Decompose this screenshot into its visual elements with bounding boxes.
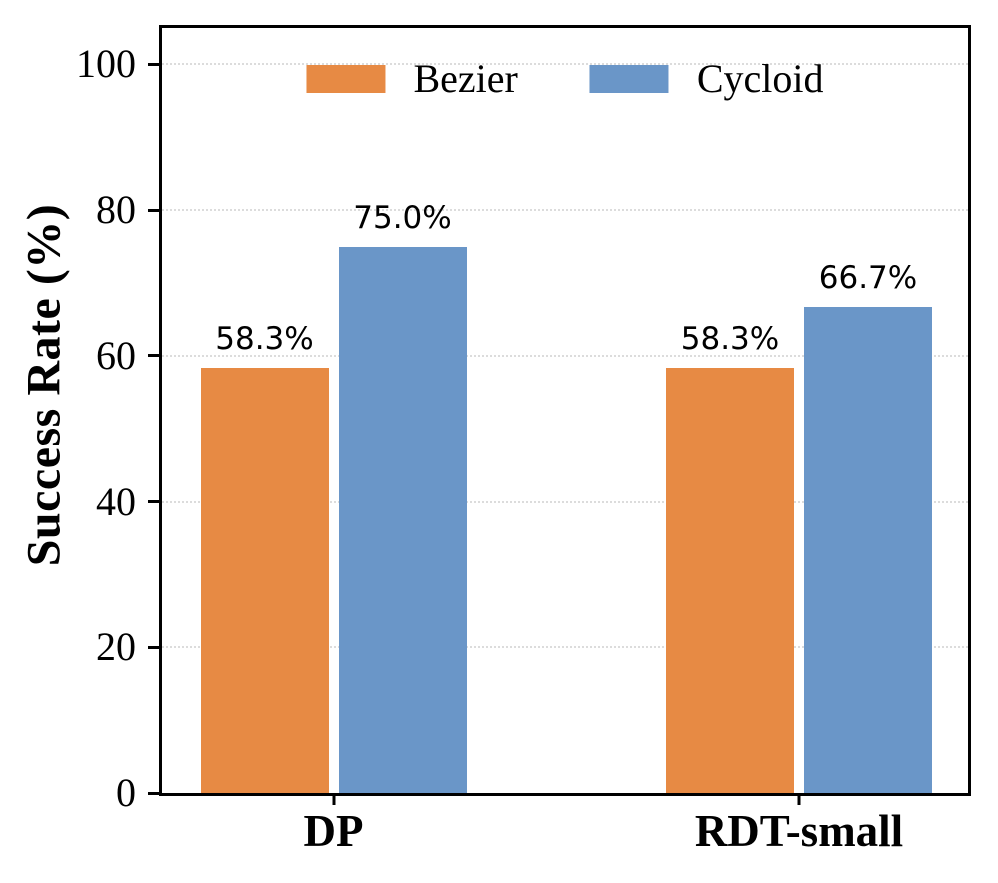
y-axis-title: Success Rate (%) bbox=[17, 203, 71, 567]
legend-swatch-cycloid bbox=[589, 65, 669, 93]
y-tick-label-60: 60 bbox=[96, 332, 136, 378]
y-tick-mark-0 bbox=[148, 791, 162, 795]
legend: Bezier Cycloid bbox=[306, 56, 824, 101]
y-tick-label-40: 40 bbox=[96, 478, 136, 524]
y-tick-mark-40 bbox=[148, 500, 162, 504]
x-tick-mark-1 bbox=[797, 793, 801, 805]
plot-area: 58.3% 58.3% 75.0% 66.7% 0 20 40 60 80 100 DP RDT-… bbox=[76, 25, 971, 856]
gridline-40 bbox=[162, 500, 968, 503]
x-tick-label-0: DP bbox=[303, 806, 364, 856]
legend-item-cycloid: Cycloid bbox=[589, 56, 824, 101]
y-tick-label-100: 100 bbox=[76, 41, 136, 87]
y-tick-label-20: 20 bbox=[96, 624, 136, 670]
bar-value-label: 58.3% bbox=[215, 321, 314, 358]
legend-label-bezier: Bezier bbox=[413, 56, 518, 101]
gridline-100 bbox=[162, 63, 968, 66]
bar-value-label: 75.0% bbox=[353, 199, 452, 236]
gridline-20 bbox=[162, 646, 968, 649]
y-tick-label-0: 0 bbox=[116, 770, 136, 815]
bar-rdt-small-bezier bbox=[666, 368, 794, 793]
legend-label-cycloid: Cycloid bbox=[696, 56, 824, 101]
y-tick-mark-100 bbox=[148, 62, 162, 66]
bar-dp-cycloid bbox=[338, 246, 467, 793]
y-tick-mark-20 bbox=[148, 645, 162, 649]
legend-item-bezier: Bezier bbox=[306, 56, 518, 101]
y-tick-mark-60 bbox=[148, 354, 162, 358]
gridline-60 bbox=[162, 354, 968, 357]
y-tick-label-80: 80 bbox=[96, 187, 136, 233]
y-tick-mark-80 bbox=[148, 208, 162, 212]
x-tick-mark-0 bbox=[332, 793, 335, 805]
x-tick-label-1: RDT-small bbox=[694, 806, 904, 856]
bar-value-label: 66.7% bbox=[818, 260, 918, 297]
bar-rdt-small-cycloid bbox=[804, 307, 932, 793]
gridline-80 bbox=[162, 209, 968, 212]
bar-value-label: 58.3% bbox=[680, 321, 780, 358]
legend-swatch-bezier bbox=[306, 65, 386, 93]
bar-dp-bezier bbox=[200, 368, 329, 793]
